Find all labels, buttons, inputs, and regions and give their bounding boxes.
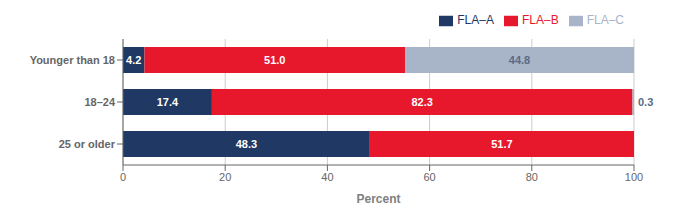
- svg-text:60: 60: [423, 171, 435, 183]
- html-text:FLA–B: FLA–B: [522, 13, 559, 27]
- html-text:FLA–C: FLA–C: [586, 13, 624, 27]
- svg-text:25 or older: 25 or older: [59, 138, 116, 150]
- svg-text:Percent: Percent: [356, 192, 400, 206]
- svg-text:51.7: 51.7: [491, 138, 512, 150]
- svg-text:51.0: 51.0: [264, 54, 285, 66]
- svg-text:4.2: 4.2: [126, 54, 141, 66]
- svg-text:18–24: 18–24: [84, 96, 115, 108]
- svg-text:Younger than 18: Younger than 18: [30, 54, 115, 66]
- svg-text:100: 100: [625, 171, 643, 183]
- svg-text:44.8: 44.8: [509, 54, 530, 66]
- svg-text:17.4: 17.4: [157, 96, 179, 108]
- svg-text:82.3: 82.3: [411, 96, 432, 108]
- svg-text:20: 20: [219, 171, 231, 183]
- svg-text:40: 40: [321, 171, 333, 183]
- svg-text:0.3: 0.3: [638, 96, 653, 108]
- svg-text:0: 0: [120, 171, 126, 183]
- html-text:FLA–A: FLA–A: [457, 13, 494, 27]
- svg-text:80: 80: [526, 171, 538, 183]
- svg-text:48.3: 48.3: [236, 138, 257, 150]
